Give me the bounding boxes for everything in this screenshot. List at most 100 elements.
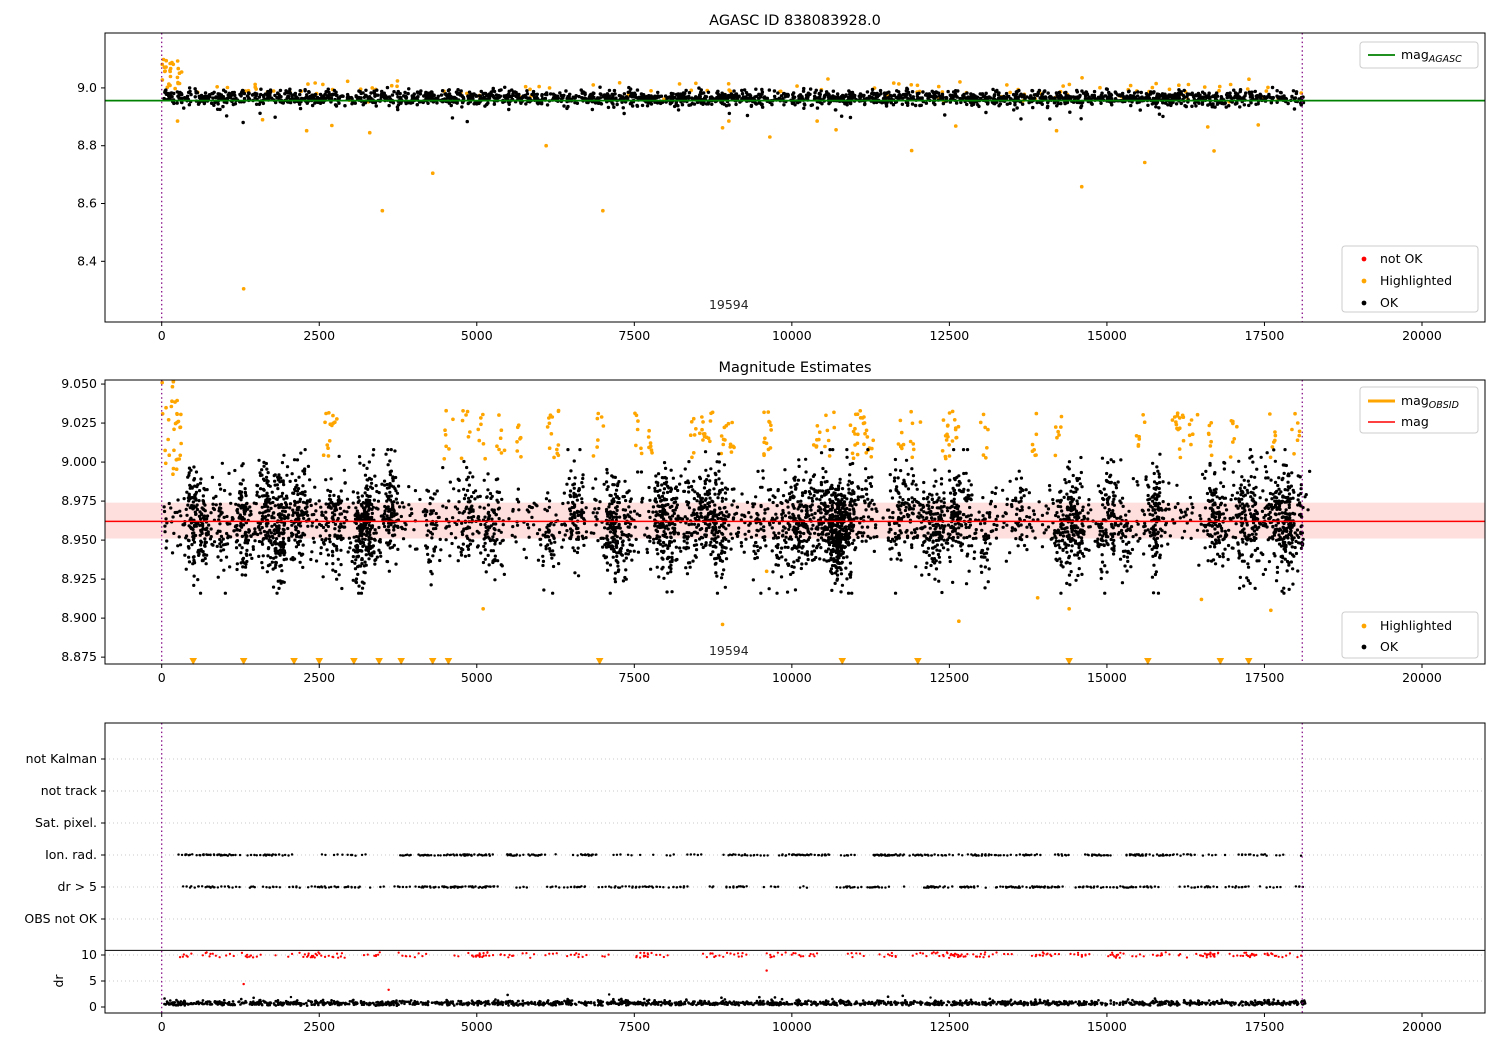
- x-tick-label: 5000: [461, 328, 493, 343]
- flag-category-label: Ion. rad.: [45, 847, 97, 862]
- clipped-low-marker: [189, 658, 198, 665]
- y-tick-label: 8.8: [77, 138, 97, 153]
- clipped-low-marker: [1144, 658, 1152, 665]
- x-tick-label: 15000: [1087, 1019, 1127, 1034]
- legend-marker: [1361, 300, 1367, 306]
- flag-category-label: Sat. pixel.: [35, 815, 97, 830]
- clipped-low-marker: [1244, 658, 1253, 665]
- x-tick-label: 15000: [1087, 670, 1127, 685]
- clipped-low-marker: [239, 658, 248, 665]
- clipped-low-marker: [595, 658, 604, 665]
- legend-label: magOBSID: [1401, 393, 1459, 411]
- plot-magnitude-estimates: Magnitude Estimates 19594 0 2500 5000 7500 100…: [61, 360, 1486, 685]
- axes-frame: [104, 32, 1486, 323]
- x-tick-label: 12500: [930, 670, 970, 685]
- x-tick-label: 5000: [461, 1019, 493, 1034]
- x-tick-label: 12500: [930, 1019, 970, 1034]
- dr-gt5-points: [181, 885, 1305, 889]
- clipped-low-marker: [375, 658, 383, 665]
- y-tick-label: 9.025: [61, 415, 97, 430]
- x-tick-label: 0: [158, 328, 166, 343]
- legend-label: magAGASC: [1401, 47, 1462, 65]
- count-annotation: 19594: [709, 297, 749, 312]
- legend-marker: [1361, 256, 1367, 262]
- x-tick-label: 7500: [618, 328, 650, 343]
- legend-marker: [1361, 623, 1367, 629]
- dr-black-strays: [289, 993, 932, 999]
- plot-flags-dr: 0 2500 5000 7500 10000 12500 15000 17500 20000 no…: [24, 722, 1486, 1034]
- legend-label: OK: [1380, 295, 1399, 310]
- x-tick-label: 17500: [1245, 328, 1285, 343]
- dr-clipped-points: [178, 951, 1303, 959]
- legend-marker: [1361, 644, 1367, 650]
- clipped-low-marker: [315, 658, 324, 665]
- x-tick-label: 2500: [303, 670, 335, 685]
- plot-title: AGASC ID 838083928.0: [709, 13, 881, 29]
- dr-red-strays: [242, 969, 768, 991]
- axes-frame: [104, 722, 1486, 1014]
- clipped-low-marker: [914, 658, 922, 665]
- y-tick-label: 9.050: [61, 376, 97, 391]
- plot-agasc-mag: AGASC ID 838083928.0 19594 0 2500 5000 7500 10…: [77, 13, 1486, 343]
- clipped-low-marker: [1065, 658, 1073, 665]
- y-tick-label: 8.950: [61, 532, 97, 547]
- x-tick-label: 20000: [1402, 1019, 1442, 1034]
- count-annotation: 19594: [709, 643, 749, 658]
- dr-trace-points: [163, 993, 1307, 1007]
- x-tick-label: 5000: [461, 670, 493, 685]
- x-tick-label: 15000: [1087, 328, 1127, 343]
- y-tick-label: 8.900: [61, 610, 97, 625]
- x-tick-label: 20000: [1402, 328, 1442, 343]
- x-tick-label: 20000: [1402, 670, 1442, 685]
- y-tick-label: 8.6: [77, 196, 97, 211]
- clipped-low-marker: [838, 658, 847, 665]
- legend-label: Highlighted: [1380, 273, 1452, 288]
- x-tick-label: 0: [158, 670, 166, 685]
- legend-label: Highlighted: [1380, 618, 1452, 633]
- legend-marker: [1361, 278, 1367, 284]
- x-tick-label: 7500: [618, 1019, 650, 1034]
- y-tick-label: 8.4: [77, 253, 97, 268]
- clipped-low-marker: [1216, 658, 1225, 665]
- ok-points: [162, 448, 1312, 595]
- clipped-low-marker: [397, 658, 405, 665]
- clipped-low-marker: [290, 658, 298, 665]
- ion-rad-points: [177, 853, 1303, 857]
- legend-box: [1341, 245, 1479, 313]
- clipped-low-marker: [444, 658, 453, 665]
- x-tick-label: 12500: [930, 328, 970, 343]
- legend-box: [1341, 611, 1479, 659]
- ok-points: [162, 85, 1306, 125]
- flag-category-label: OBS not OK: [24, 911, 97, 926]
- flag-category-label: not track: [41, 783, 98, 798]
- plot-title: Magnitude Estimates: [718, 360, 871, 376]
- x-tick-label: 10000: [772, 1019, 812, 1034]
- axes-frame: [104, 379, 1486, 665]
- clipped-low-marker: [428, 658, 437, 665]
- legend-box: [1359, 41, 1479, 69]
- dr-tick-label: 0: [89, 999, 97, 1014]
- x-tick-label: 10000: [772, 670, 812, 685]
- x-tick-label: 10000: [772, 328, 812, 343]
- x-tick-label: 7500: [618, 670, 650, 685]
- y-tick-label: 9.000: [61, 454, 97, 469]
- x-tick-label: 0: [158, 1019, 166, 1034]
- legend-label: not OK: [1380, 251, 1423, 266]
- x-tick-label: 17500: [1245, 1019, 1285, 1034]
- legend-label: mag: [1401, 414, 1429, 429]
- flag-category-label: not Kalman: [26, 751, 97, 766]
- clipped-low-marker: [350, 658, 358, 665]
- y-tick-label: 9.0: [77, 80, 97, 95]
- x-tick-label: 17500: [1245, 670, 1285, 685]
- x-tick-label: 2500: [303, 1019, 335, 1034]
- y-tick-label: 8.875: [61, 649, 97, 664]
- highlighted-points: [160, 379, 1302, 627]
- flag-category-label: dr > 5: [58, 879, 97, 894]
- dr-tick-label: 5: [89, 973, 97, 988]
- x-tick-label: 2500: [303, 328, 335, 343]
- legend-label: OK: [1380, 639, 1399, 654]
- y-tick-label: 8.925: [61, 571, 97, 586]
- dr-tick-label: 10: [81, 947, 97, 962]
